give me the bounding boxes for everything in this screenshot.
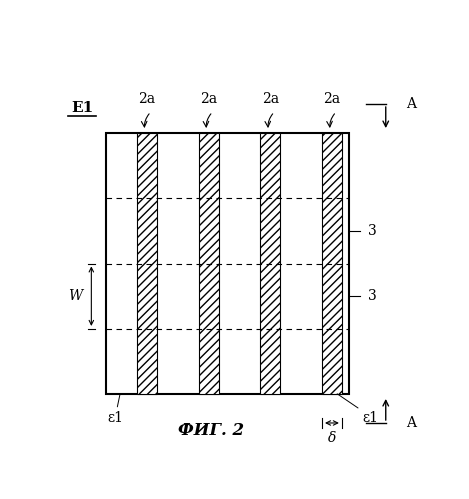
Text: 3: 3 [368, 224, 376, 238]
Bar [198, 133, 219, 394]
Text: E1: E1 [71, 101, 93, 115]
Bar [260, 133, 280, 394]
Text: ФИГ. 2: ФИГ. 2 [178, 422, 244, 439]
Text: W: W [68, 289, 82, 303]
Text: ε1: ε1 [108, 412, 124, 426]
Text: 2a: 2a [262, 92, 279, 106]
Bar [137, 133, 157, 394]
Text: A: A [406, 97, 416, 111]
Text: ε1: ε1 [362, 412, 378, 426]
Text: 2a: 2a [138, 92, 155, 106]
Text: A: A [406, 416, 416, 430]
Text: 2a: 2a [324, 92, 340, 106]
Text: δ: δ [328, 432, 336, 446]
Text: 3: 3 [368, 289, 376, 303]
Text: 2a: 2a [200, 92, 217, 106]
Bar [106, 133, 349, 394]
Bar [322, 133, 342, 394]
